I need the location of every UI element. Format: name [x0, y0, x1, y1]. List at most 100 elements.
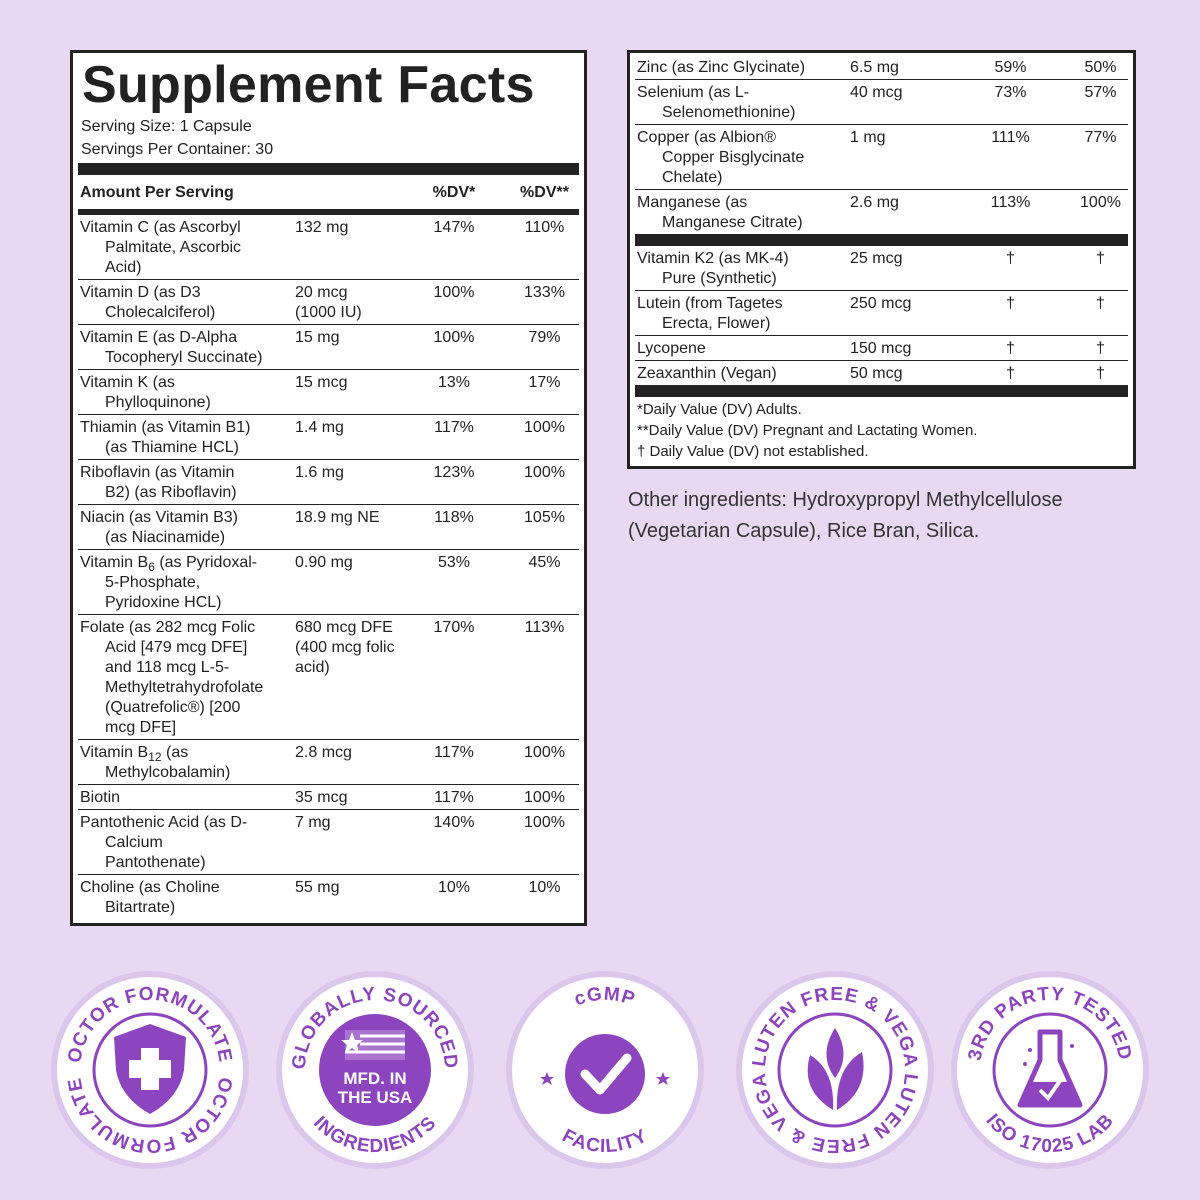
badge-cgmp-shape [580, 1053, 632, 1095]
daily-value-pregnant: 100% [1080, 194, 1121, 211]
nutrient-row: Zinc (as Zinc Glycinate) 6.5 mg 59% 50% [635, 55, 1128, 80]
amount: 1 mg [848, 128, 963, 188]
badge-third-party-tested-shape [1028, 1048, 1032, 1052]
header-dv2: %DV** [520, 184, 569, 201]
nutrient-row: Riboflavin (as Vitamin B2) (as Riboflavin… [78, 460, 579, 505]
badge-center-text: THE USA [338, 1088, 413, 1107]
header-amount: Amount Per Serving [80, 184, 234, 201]
amount-line: 7 mg [295, 814, 331, 831]
daily-value-adults: 111% [991, 129, 1030, 146]
badge-doctor-formulated: DOCTOR FORMULATED DOCTOR FORMULATED [0, 960, 249, 1169]
amount: 150 mcg [848, 339, 963, 359]
amount: 0.90 mg [290, 553, 418, 613]
amount-line: 25 mcg [850, 250, 903, 267]
name-line: Vitamin K (as [80, 374, 175, 391]
amount-line: 18.9 mg NE [295, 509, 380, 526]
nutrient-name: Vitamin E (as D-Alpha Tocopheryl Succinat… [78, 328, 290, 368]
nutrient-name: Vitamin B6 (as Pyridoxal- 5-Phosphate, Pyr… [78, 553, 290, 613]
daily-value-pregnant: 110% [524, 219, 565, 236]
nutrient-row: Vitamin D (as D3 Cholecalciferol) 20 mcg (1… [78, 280, 579, 325]
daily-value-pregnant: 100% [524, 789, 565, 806]
daily-value-pregnant: 113% [524, 619, 565, 636]
badge-third-party-tested-shape [992, 1012, 1108, 1128]
nutrient-name: Vitamin C (as Ascorbyl Palmitate, Ascorbi… [78, 218, 290, 278]
amount: 20 mcg (1000 IU) [290, 283, 418, 323]
name-line: Vitamin B6 (as Pyridoxal- [80, 553, 290, 573]
amount-line: 132 mg [295, 219, 349, 236]
amount-line: (1000 IU) [295, 304, 362, 321]
nutrient-name: Choline (as Choline Bitartrate) [78, 878, 290, 918]
name-line: Vitamin C (as Ascorbyl [80, 219, 241, 236]
name-line: Manganese Citrate) [662, 214, 803, 231]
daily-value-pregnant: 45% [528, 554, 561, 571]
badge-third-party-tested-shape [951, 971, 1149, 1169]
amount: 35 mcg [290, 788, 418, 808]
name-line: Selenium (as L- [637, 84, 750, 101]
amount: 40 mcg [848, 83, 963, 123]
nutrient-row: Copper (as Albion® Copper Bisglycinate Che… [635, 125, 1128, 190]
footnote: *Daily Value (DV) Adults. [637, 401, 802, 418]
badge-cgmp: cGMP FACILITY [506, 971, 704, 1169]
name-line: Zinc (as Zinc Glycinate) [637, 59, 806, 76]
nutrient-name: Zeaxanthin (Vegan) [635, 364, 848, 384]
nutrient-row: Lutein (from Tagetes Erecta, Flower) 250 m… [635, 291, 1128, 336]
amount-line: 0.90 mg [295, 554, 353, 571]
name-line: Pantothenic Acid (as D- [80, 814, 248, 831]
nutrient-name: Zinc (as Zinc Glycinate) [635, 58, 848, 78]
amount-line: 1.4 mg [295, 419, 344, 436]
daily-value-pregnant: † [1096, 340, 1105, 357]
amount-line: 50 mcg [850, 365, 903, 382]
badge-cgmp-shape [540, 1072, 554, 1085]
amount: 680 mcg DFE (400 mcg folic acid) [290, 618, 418, 738]
daily-value-adults: 113% [990, 194, 1031, 211]
daily-value-adults: 123% [433, 464, 475, 481]
nutrient-name: Copper (as Albion® Copper Bisglycinate Che… [635, 128, 848, 188]
name-line: (as Niacinamide) [105, 529, 226, 546]
amount: 2.8 mcg [290, 743, 418, 783]
footnote: **Daily Value (DV) Pregnant and Lactatin… [637, 422, 978, 439]
daily-value-adults: 117% [434, 744, 474, 761]
daily-value-adults: 117% [434, 419, 474, 436]
serving-size: Serving Size: 1 Capsule [81, 118, 252, 135]
badge-third-party-tested-shape [1070, 1044, 1074, 1048]
name-line: Bitartrate) [105, 899, 176, 916]
nutrient-row: Selenium (as L- Selenomethionine) 40 mcg 73… [635, 80, 1128, 125]
nutrient-name: Vitamin D (as D3 Cholecalciferol) [78, 283, 290, 323]
amount-line: 1.6 mg [295, 464, 344, 481]
amount-line: 40 mcg [850, 84, 903, 101]
daily-value-pregnant: 77% [1084, 129, 1117, 146]
name-subscript: 12 [148, 750, 162, 764]
nutrient-row: Thiamin (as Vitamin B1) (as Thiamine HCL)… [78, 415, 579, 460]
daily-value-adults: † [1006, 340, 1015, 357]
name-line: Vitamin K2 (as MK-4) [637, 250, 789, 267]
name-line: (Quatrefolic®) [200 [105, 699, 241, 716]
name-line: Vitamin E (as D-Alpha [80, 329, 238, 346]
name-line: B2) (as Riboflavin) [105, 484, 237, 501]
daily-value-adults: 53% [437, 554, 471, 571]
footnotes: *Daily Value (DV) Adults. **Daily Value (… [630, 397, 1133, 462]
name-text: (as [161, 744, 189, 761]
daily-value-pregnant: 17% [528, 374, 561, 391]
carotenoid-list: Vitamin K2 (as MK-4) Pure (Synthetic) 25 m… [630, 246, 1133, 385]
name-line: Riboflavin (as Vitamin [80, 464, 235, 481]
amount-line: 6.5 mg [850, 59, 899, 76]
nutrient-name: Lycopene [635, 339, 848, 359]
amount: 250 mcg [848, 294, 963, 334]
daily-value-pregnant: 100% [524, 814, 565, 831]
daily-value-pregnant: 100% [524, 419, 565, 436]
name-line: Lycopene [637, 340, 706, 357]
name-line: Tocopheryl Succinate) [105, 349, 263, 366]
daily-value-adults: 13% [437, 374, 471, 391]
amount: 1.4 mg [290, 418, 418, 458]
amount: 15 mcg [290, 373, 418, 413]
amount-line: acid) [295, 659, 330, 676]
badge-globally-sourced: MFD. IN THE USA GLOBALLY SOURCED INGREDI… [276, 971, 474, 1169]
other-ingredients: Other ingredients: Hydroxypropyl Methylc… [628, 489, 1063, 542]
daily-value-adults: † [1006, 295, 1015, 312]
nutrient-row: Pantothenic Acid (as D- Calcium Pantothena… [78, 810, 579, 875]
name-line: Pyridoxine HCL) [105, 594, 222, 611]
name-line: Acid) [105, 259, 142, 276]
name-line: Palmitate, Ascorbic [105, 239, 242, 256]
nutrient-name: Vitamin K (as Phylloquinone) [78, 373, 290, 413]
name-line: Phylloquinone) [105, 394, 211, 411]
